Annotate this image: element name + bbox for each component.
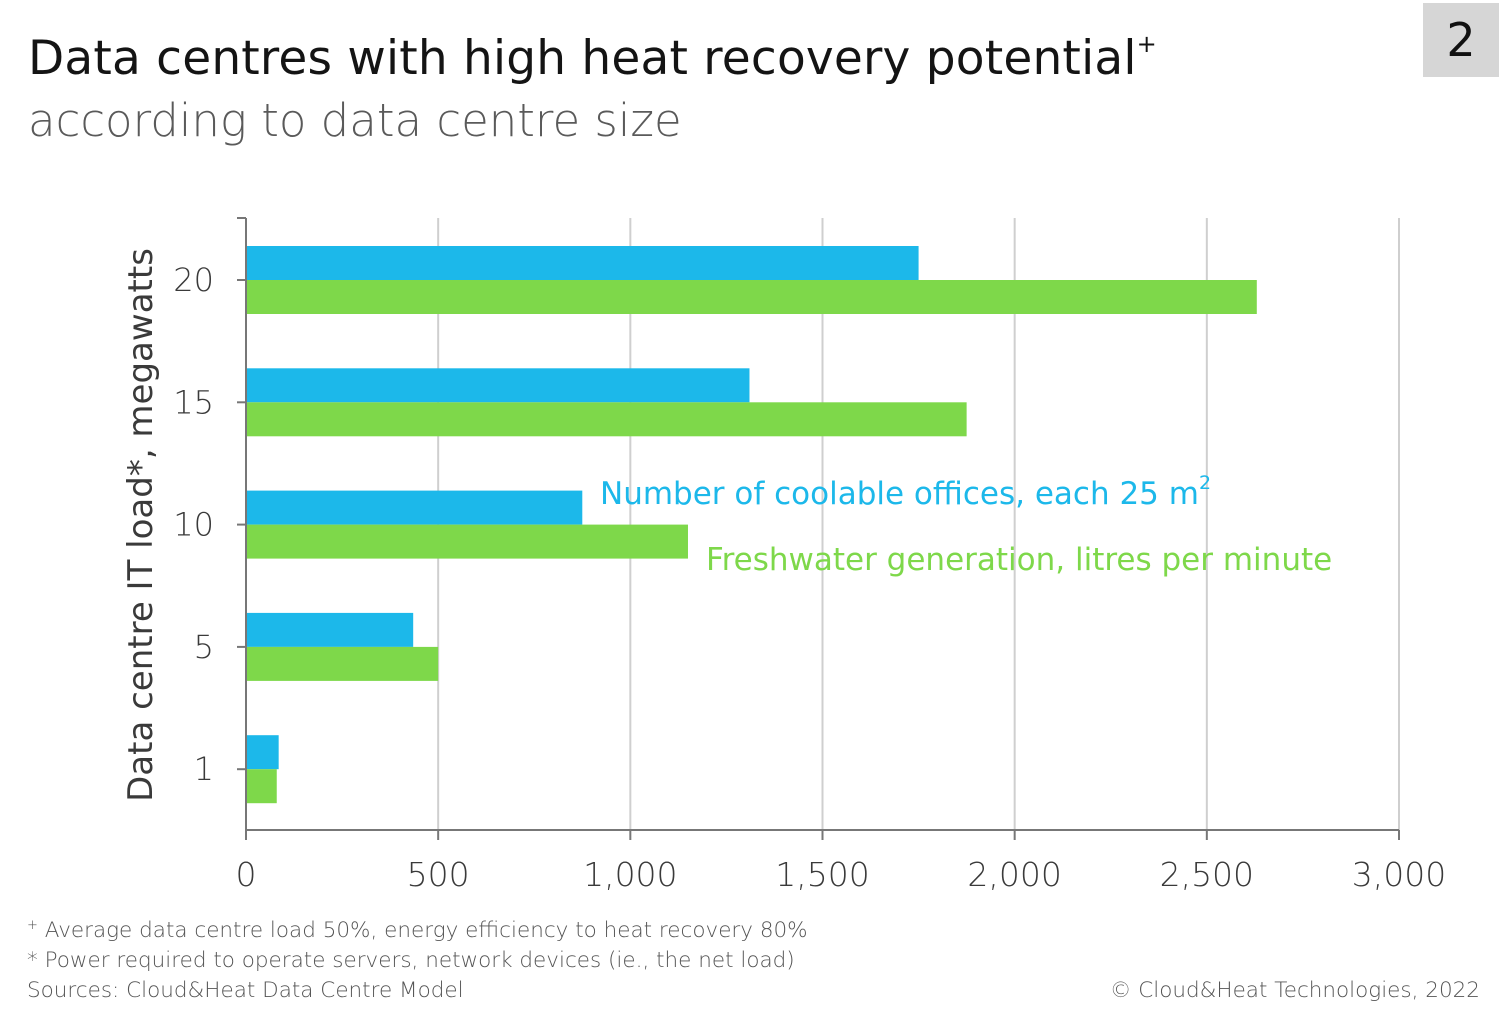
bar-freshwater-20mw: [246, 280, 1257, 314]
y-tick-label: 15: [173, 383, 214, 421]
x-tick-label: 1,500: [775, 855, 869, 894]
footnote-average-load-text: Average data centre load 50%, energy eff…: [37, 918, 808, 943]
x-tick-label: 2,000: [967, 855, 1061, 894]
y-tick-label: 1: [194, 750, 214, 788]
footnote-average-load: + Average data centre load 50%, energy e…: [27, 918, 808, 943]
bar-offices-10mw: [246, 490, 583, 525]
series-label-offices-superscript: 2: [1199, 472, 1211, 494]
chart-title-marker: +: [1136, 30, 1157, 58]
bar-offices-20mw: [246, 246, 919, 280]
series-label-offices: Number of coolable offices, each 25 m2: [600, 472, 1211, 512]
y-tick-label: 10: [173, 506, 214, 544]
bar-freshwater-15mw: [246, 402, 967, 437]
footnote-power-definition: * Power required to operate servers, net…: [27, 948, 795, 973]
bar-offices-15mw: [246, 368, 750, 403]
y-axis-label: Data centre IT load*, megawatts: [121, 248, 161, 802]
y-tick-label: 5: [194, 628, 214, 666]
copyright-notice: © Cloud&Heat Technologies, 2022: [1109, 978, 1480, 1003]
x-tick-label: 3,000: [1352, 855, 1446, 894]
x-tick-label: 0: [236, 855, 257, 894]
bar-freshwater-5mw: [246, 646, 439, 681]
y-tick-label: 20: [173, 261, 214, 299]
series-label-offices-text: Number of coolable offices, each 25 m: [600, 476, 1199, 512]
x-tick-label: 500: [407, 855, 470, 894]
chart-title: Data centres with high heat recovery pot…: [28, 30, 1157, 86]
footnote-marker: +: [27, 918, 38, 933]
bar-freshwater-1mw: [246, 769, 277, 804]
bar-offices-5mw: [246, 612, 414, 647]
bar-offices-1mw: [246, 735, 279, 770]
x-tick-label: 1,000: [583, 855, 677, 894]
figure-number-badge: 2: [1423, 3, 1499, 77]
x-tick-label: 2,500: [1160, 855, 1254, 894]
chart-subtitle: according to data centre size: [28, 94, 682, 147]
bar-freshwater-10mw: [246, 524, 688, 559]
footnote-sources: Sources: Cloud&Heat Data Centre Model: [27, 978, 464, 1003]
chart-title-text: Data centres with high heat recovery pot…: [28, 31, 1137, 86]
series-label-freshwater: Freshwater generation, litres per minute: [706, 542, 1332, 578]
